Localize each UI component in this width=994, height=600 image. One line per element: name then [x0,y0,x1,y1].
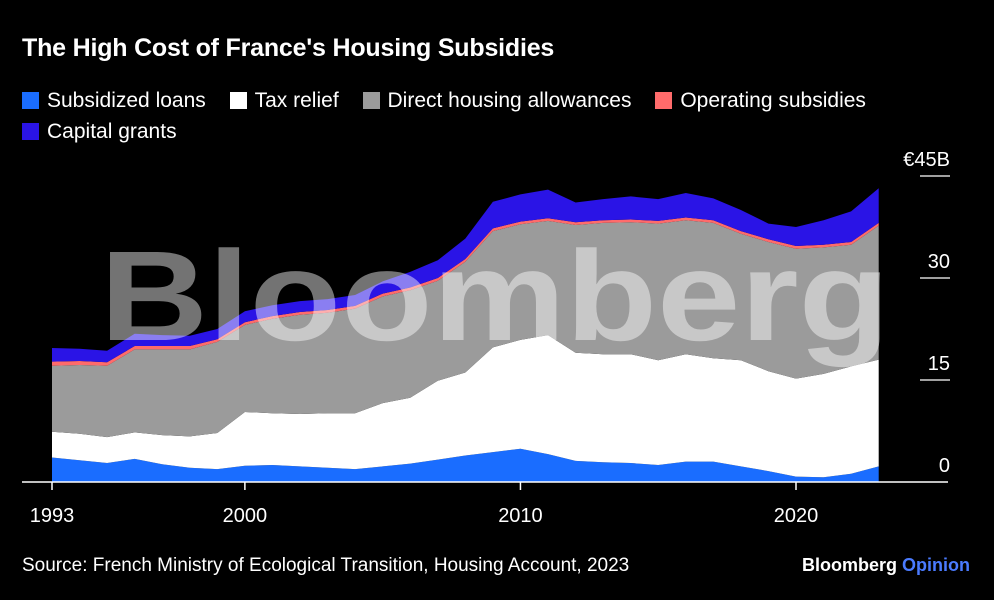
area-tax-relief [52,335,879,478]
legend-swatch [655,92,673,109]
y-tick-label: 0 [939,455,950,477]
legend-swatch [362,92,380,109]
x-tick-label: 2000 [223,505,268,527]
legend-label: Tax relief [254,89,339,112]
area-direct-housing-allowances [52,220,879,438]
y-tick-label: 15 [928,353,950,375]
legend-label: Subsidized loans [47,89,206,112]
source-note: Source: French Ministry of Ecological Tr… [22,555,630,576]
legend-swatch [22,123,39,140]
brand-suffix: Opinion [902,555,970,575]
legend-swatch [229,92,247,109]
brand-logo: Bloomberg Opinion [802,555,970,576]
legend-item-operating-subsidies: Operating subsidies [655,86,866,115]
legend-label: Direct housing allowances [387,89,632,112]
legend-item-tax-relief: Tax relief [229,86,339,115]
legend-swatch [22,92,39,109]
legend-item-subsidized-loans: Subsidized loans [22,86,206,115]
brand-name: Bloomberg [801,555,897,575]
area-subsidized-loans [52,448,879,482]
axes: 1993 2000 2010 2020 0 15 30 €45B [22,149,950,527]
y-tick-label: 30 [928,251,950,273]
chart-title: The High Cost of France's Housing Subsid… [22,34,555,62]
legend: Subsidized loans Tax relief Direct housi… [22,86,962,148]
y-tick-label: €45B [903,149,950,171]
legend-item-direct-housing-allowances: Direct housing allowances [362,86,632,115]
legend-label: Operating subsidies [680,89,866,112]
legend-label: Capital grants [47,120,177,143]
legend-item-capital-grants: Capital grants [22,117,177,146]
x-tick-label: 2010 [498,505,543,527]
x-tick-label: 1993 [30,505,75,527]
x-tick-label: 2020 [774,505,819,527]
bloomberg-watermark: Bloomberg [100,225,890,368]
stacked-areas [52,188,879,482]
area-capital-grants [52,188,879,363]
